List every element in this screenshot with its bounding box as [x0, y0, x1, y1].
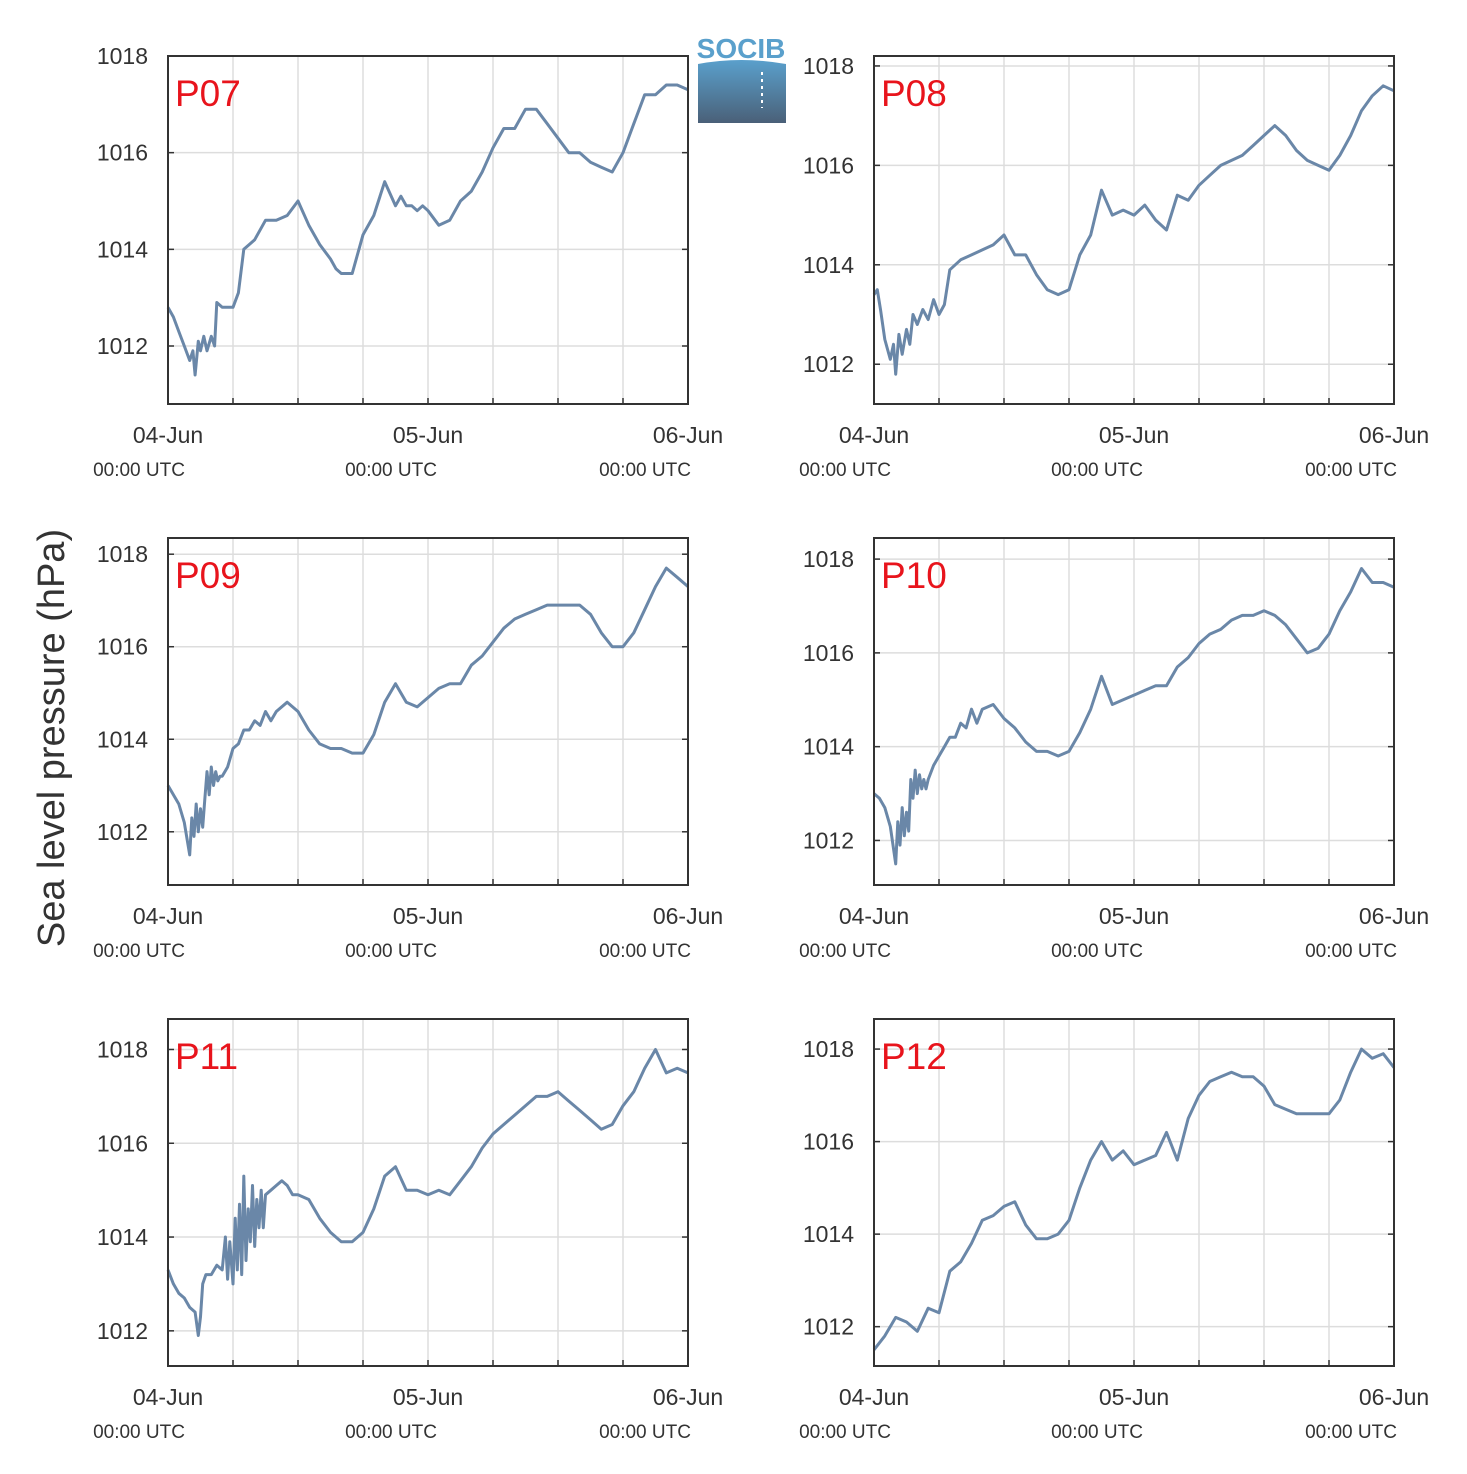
panel-label: P08: [881, 73, 947, 114]
x-tick-sublabel: 00:00 UTC: [599, 1422, 691, 1443]
x-tick-sublabel: 00:00 UTC: [345, 941, 437, 962]
x-tick-label: 06-Jun: [1359, 903, 1429, 929]
series-line-p07: [166, 83, 689, 377]
x-tick-sublabel: 00:00 UTC: [599, 460, 691, 481]
x-tick-sublabel: 00:00 UTC: [1305, 460, 1397, 481]
x-tick-sublabel: 00:00 UTC: [1051, 941, 1143, 962]
logo-wave-icon: [698, 60, 786, 123]
series-line-p12: [872, 1047, 1396, 1351]
x-tick-sublabel: 00:00 UTC: [93, 941, 185, 962]
panel-p08: 1012 1014 1016 1018 P08 04-Jun 00:00 UTC 05-Jun…: [799, 53, 1429, 481]
y-tick-label: 1012: [97, 1318, 148, 1344]
x-tick-sublabel: 00:00 UTC: [1305, 941, 1397, 962]
y-tick-label: 1018: [803, 1036, 854, 1062]
y-tick-label: 1014: [803, 1221, 854, 1247]
y-tick-label: 1014: [803, 734, 854, 760]
y-tick-label: 1016: [97, 634, 148, 660]
y-tick-label: 1012: [803, 1314, 854, 1340]
panel-p10: 1012 1014 1016 1018 P10 04-Jun 00:00 UTC 05-Jun…: [799, 537, 1429, 962]
panels: 1012 1014 1016 1018 P07 04-Jun 00:00 UTC 05-Jun…: [93, 43, 1429, 1443]
x-tick-label: 06-Jun: [653, 422, 723, 448]
x-tick-label: 05-Jun: [393, 903, 463, 929]
y-tick-label: 1014: [97, 236, 148, 262]
plot-frame: [873, 55, 1395, 405]
x-tick-sublabel: 00:00 UTC: [799, 1422, 891, 1443]
series-line-p09: [166, 566, 689, 857]
y-tick-label: 1012: [803, 351, 854, 377]
panel-p07: 1012 1014 1016 1018 P07 04-Jun 00:00 UTC 05-Jun…: [93, 43, 723, 481]
x-tick-label: 06-Jun: [653, 903, 723, 929]
x-tick-sublabel: 00:00 UTC: [799, 460, 891, 481]
y-tick-label: 1016: [803, 152, 854, 178]
panel-label: P10: [881, 555, 947, 596]
x-tick-sublabel: 00:00 UTC: [1051, 460, 1143, 481]
x-tick-label: 04-Jun: [133, 903, 203, 929]
panel-label: P09: [175, 555, 241, 596]
panel-p12: 1012 1014 1016 1018 P12 04-Jun 00:00 UTC 05-Jun…: [799, 1018, 1429, 1443]
panel-label: P07: [175, 73, 241, 114]
x-tick-label: 05-Jun: [1099, 422, 1169, 448]
logo-text: SOCIB: [697, 33, 786, 64]
x-tick-sublabel: 00:00 UTC: [93, 460, 185, 481]
x-tick-sublabel: 00:00 UTC: [345, 1422, 437, 1443]
plot-frame: [873, 1018, 1395, 1367]
panel-p11: 1012 1014 1016 1018 P11 04-Jun 00:00 UTC 05-Jun…: [93, 1018, 723, 1443]
x-tick-label: 06-Jun: [1359, 422, 1429, 448]
series-line-p10: [873, 567, 1395, 866]
x-tick-sublabel: 00:00 UTC: [1051, 1422, 1143, 1443]
x-tick-sublabel: 00:00 UTC: [93, 1422, 185, 1443]
y-tick-label: 1018: [97, 1036, 148, 1062]
y-tick-label: 1018: [803, 546, 854, 572]
y-tick-label: 1016: [97, 1130, 148, 1156]
y-tick-label: 1018: [97, 43, 148, 69]
x-tick-label: 04-Jun: [133, 422, 203, 448]
plot-frame: [167, 537, 689, 886]
x-tick-label: 04-Jun: [839, 1384, 909, 1410]
y-tick-label: 1014: [97, 1224, 148, 1250]
y-tick-label: 1018: [97, 541, 148, 567]
x-tick-label: 05-Jun: [1099, 1384, 1169, 1410]
x-tick-label: 04-Jun: [839, 422, 909, 448]
socib-logo: SOCIB: [697, 33, 786, 123]
panel-label: P11: [175, 1036, 238, 1077]
x-tick-label: 05-Jun: [393, 1384, 463, 1410]
y-axis-label: Sea level pressure (hPa): [31, 529, 73, 947]
y-tick-label: 1014: [97, 726, 148, 752]
y-tick-label: 1012: [97, 819, 148, 845]
plot-frame: [167, 55, 689, 405]
plot-frame: [873, 537, 1395, 886]
x-tick-sublabel: 00:00 UTC: [345, 460, 437, 481]
y-tick-label: 1012: [803, 827, 854, 853]
x-tick-label: 05-Jun: [1099, 903, 1169, 929]
x-tick-label: 04-Jun: [839, 903, 909, 929]
y-tick-label: 1014: [803, 252, 854, 278]
series-line-p08: [872, 84, 1395, 376]
x-tick-label: 04-Jun: [133, 1384, 203, 1410]
x-tick-label: 06-Jun: [1359, 1384, 1429, 1410]
y-tick-label: 1012: [97, 333, 148, 359]
y-tick-label: 1016: [803, 1129, 854, 1155]
plot-frame: [167, 1018, 689, 1367]
y-tick-label: 1018: [803, 53, 854, 79]
panel-p09: 1012 1014 1016 1018 P09 04-Jun 00:00 UTC 05-Jun…: [93, 537, 723, 962]
y-tick-label: 1016: [97, 140, 148, 166]
x-tick-sublabel: 00:00 UTC: [1305, 1422, 1397, 1443]
x-tick-sublabel: 00:00 UTC: [799, 941, 891, 962]
series-line-p11: [166, 1048, 689, 1337]
x-tick-sublabel: 00:00 UTC: [599, 941, 691, 962]
y-tick-label: 1016: [803, 640, 854, 666]
panel-label: P12: [881, 1036, 947, 1077]
x-tick-label: 06-Jun: [653, 1384, 723, 1410]
x-tick-label: 05-Jun: [393, 422, 463, 448]
